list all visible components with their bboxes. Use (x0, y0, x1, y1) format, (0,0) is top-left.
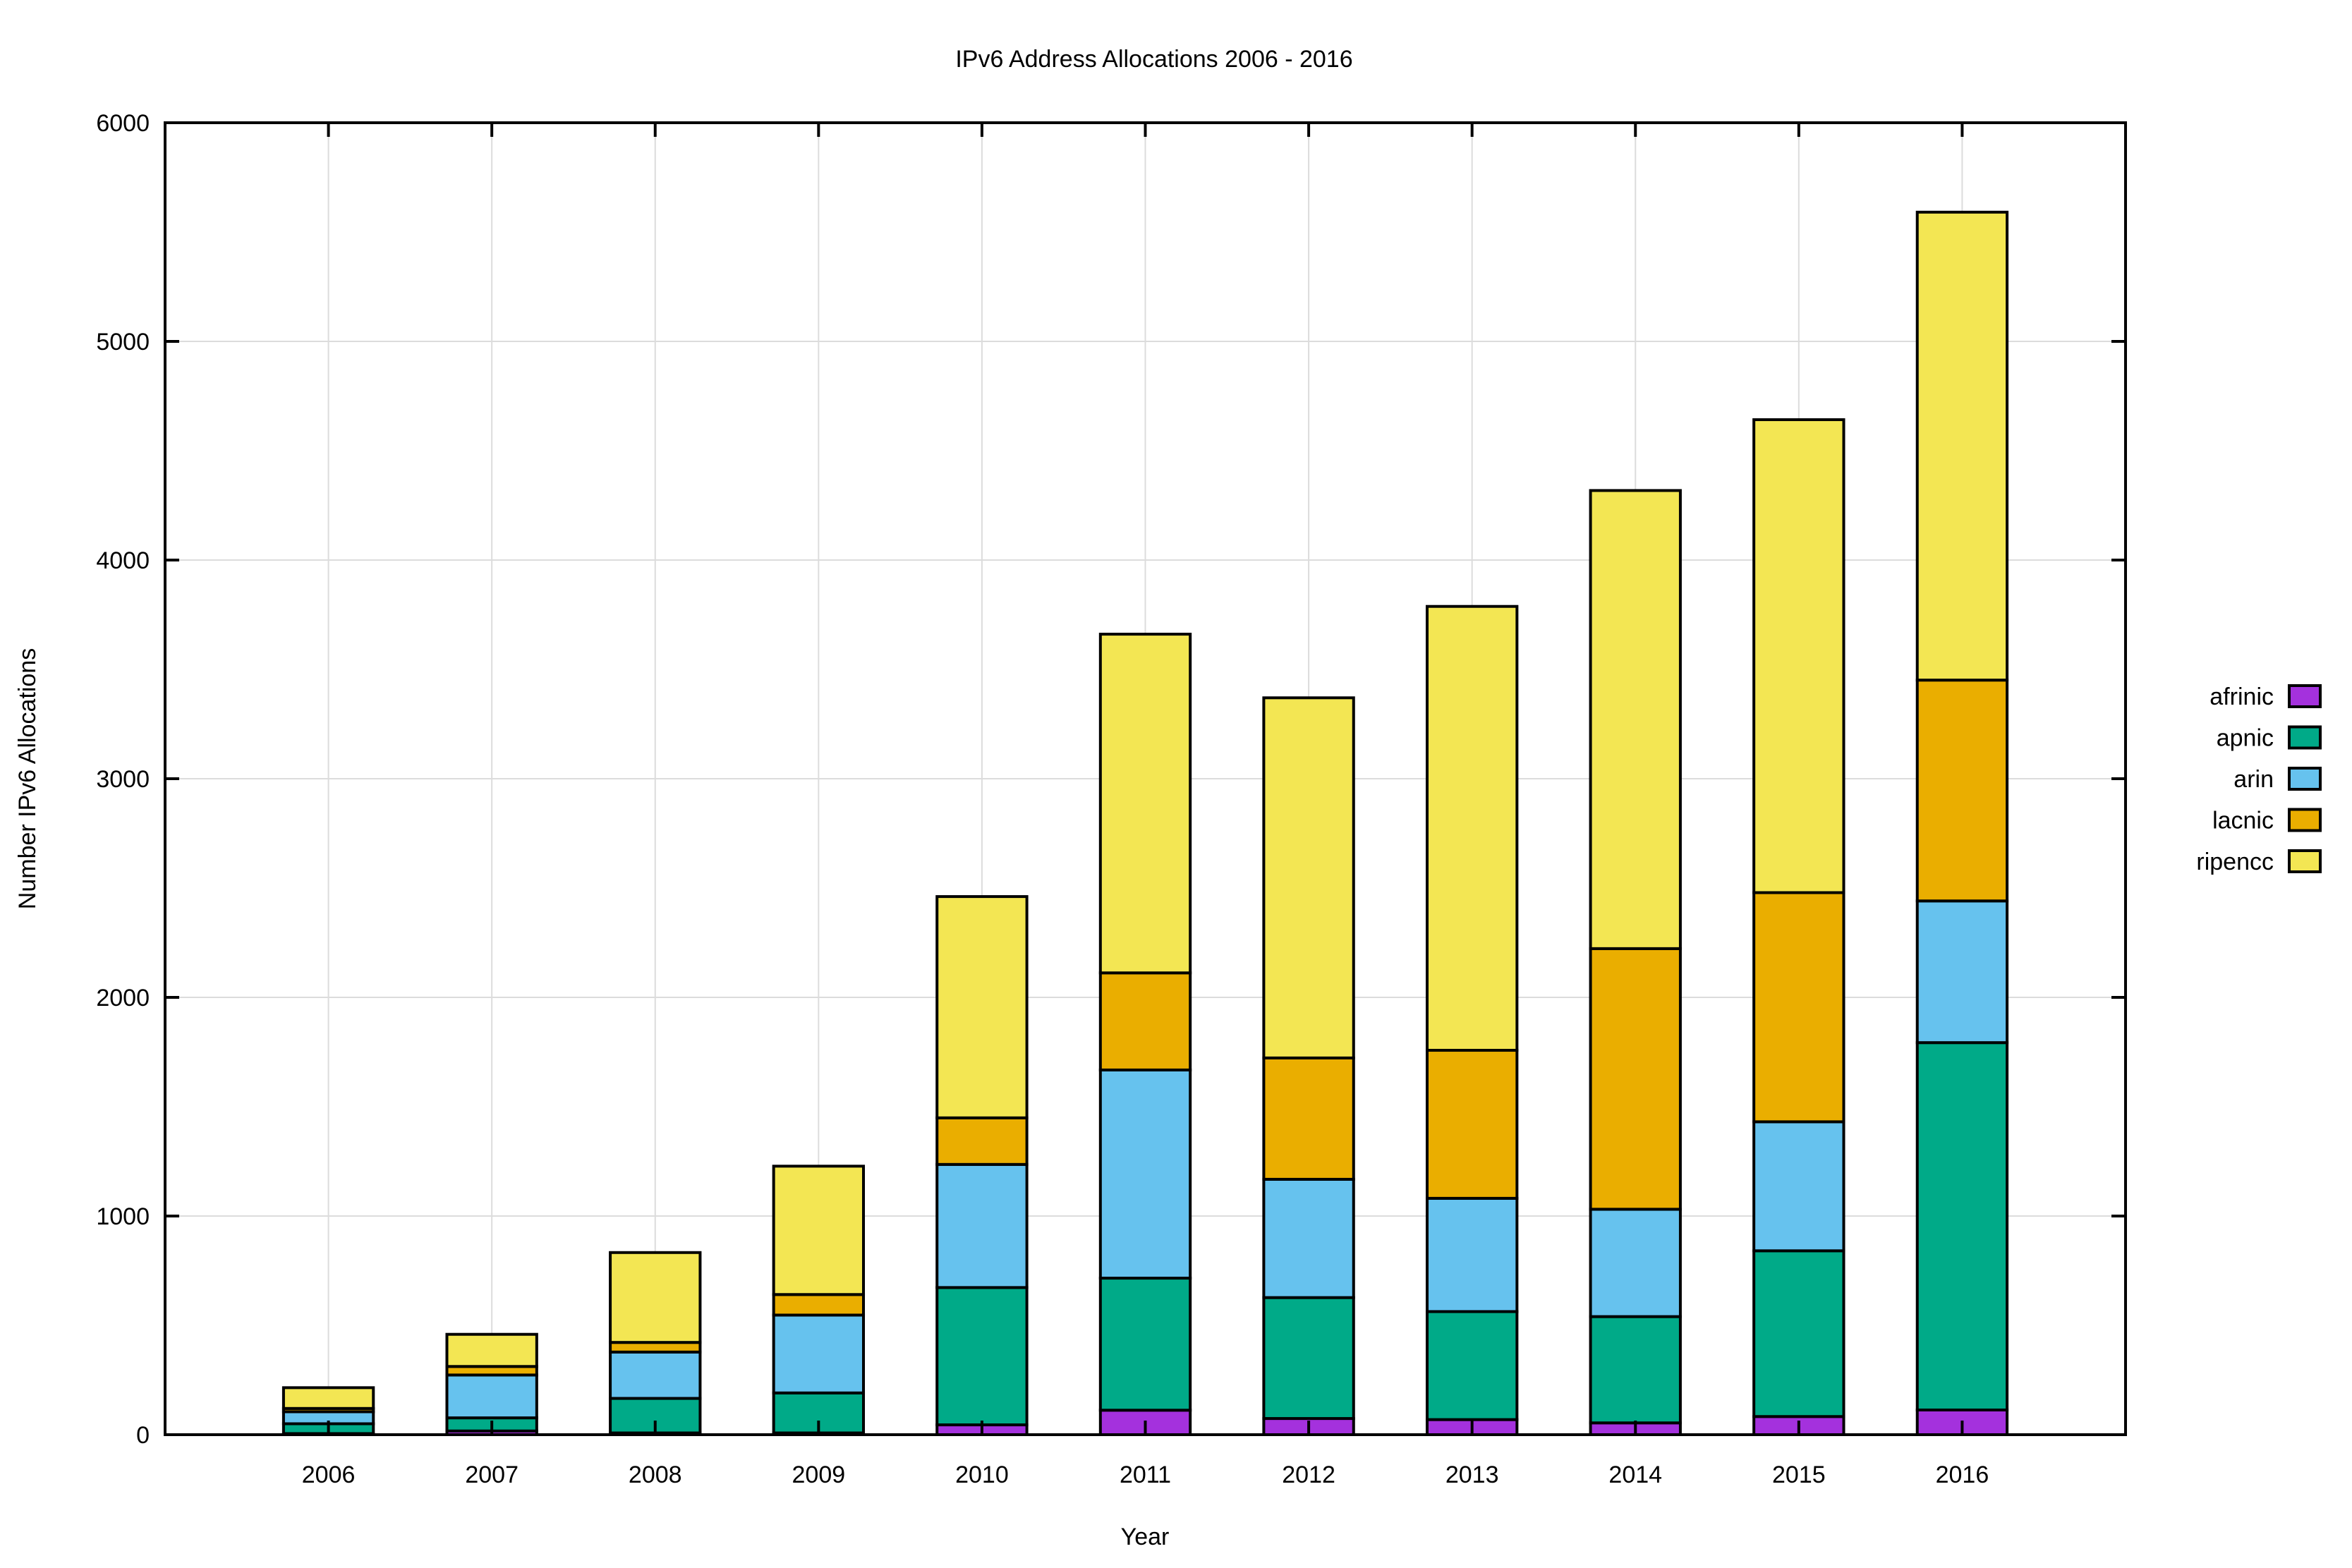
bar-segment-lacnic-2014 (1589, 947, 1682, 1211)
legend-swatch (2288, 849, 2322, 873)
x-tick-label: 2008 (629, 1461, 682, 1488)
legend-label: apnic (2217, 725, 2274, 752)
bar-stack-2010 (935, 895, 1029, 1437)
bar-segment-apnic-2013 (1425, 1310, 1519, 1421)
bar-segment-arin-2009 (772, 1313, 866, 1394)
x-tick-label: 2006 (302, 1461, 356, 1488)
chart-title: IPv6 Address Allocations 2006 - 2016 (955, 46, 1352, 73)
y-tick-label: 3000 (96, 766, 150, 793)
y-tick-label: 4000 (96, 547, 150, 574)
bar-segment-arin-2012 (1262, 1177, 1355, 1299)
bar-segment-ripencc-2013 (1425, 604, 1519, 1052)
bar-stack-2013 (1425, 604, 1519, 1436)
y-tick-label: 0 (136, 1422, 150, 1449)
bar-segment-ripencc-2015 (1752, 418, 1845, 894)
legend-swatch (2288, 767, 2322, 791)
bar-segment-ripencc-2011 (1098, 633, 1192, 975)
bar-segment-ripencc-2009 (772, 1165, 866, 1296)
bar-stack-2015 (1752, 418, 1845, 1437)
bar-segment-arin-2008 (609, 1350, 702, 1400)
legend-label: lacnic (2212, 808, 2274, 834)
legend-swatch (2288, 684, 2322, 708)
bar-segment-apnic-2010 (935, 1286, 1029, 1427)
legend-item-afrinic: afrinic (2209, 683, 2322, 710)
bar-segment-ripencc-2006 (281, 1386, 375, 1410)
legend-swatch (2288, 725, 2322, 750)
y-tick-label: 2000 (96, 985, 150, 1011)
bar-segment-arin-2011 (1098, 1068, 1192, 1280)
y-axis-label: Number IPv6 Allocations (14, 648, 41, 909)
bar-stack-2012 (1262, 696, 1355, 1437)
bar-segment-ripencc-2010 (935, 895, 1029, 1119)
y-tick-label: 6000 (96, 110, 150, 137)
y-tick-label: 1000 (96, 1203, 150, 1230)
bar-segment-lacnic-2010 (935, 1116, 1029, 1166)
bar-segment-ripencc-2012 (1262, 696, 1355, 1059)
bar-segment-lacnic-2009 (772, 1293, 866, 1317)
legend-item-ripencc: ripencc (2196, 849, 2322, 875)
x-tick-label: 2014 (1608, 1461, 1662, 1488)
bar-segment-apnic-2011 (1098, 1277, 1192, 1412)
bar-stack-2008 (609, 1251, 702, 1437)
bar-segment-lacnic-2011 (1098, 971, 1192, 1071)
x-tick-label: 2015 (1772, 1461, 1826, 1488)
bar-segment-apnic-2012 (1262, 1296, 1355, 1421)
bar-stack-2014 (1589, 489, 1682, 1437)
legend-item-apnic: apnic (2217, 725, 2322, 752)
bar-segment-lacnic-2008 (609, 1341, 702, 1354)
bar-segment-lacnic-2015 (1752, 891, 1845, 1124)
bar-stack-2011 (1098, 633, 1192, 1437)
legend-label: afrinic (2209, 683, 2274, 710)
bar-segment-arin-2015 (1752, 1120, 1845, 1253)
x-tick-label: 2009 (792, 1461, 846, 1488)
bar-segment-ripencc-2016 (1915, 210, 2009, 682)
bar-segment-ripencc-2014 (1589, 489, 1682, 950)
x-axis-label: Year (1121, 1524, 1170, 1550)
bar-segment-lacnic-2012 (1262, 1056, 1355, 1181)
bar-segment-arin-2013 (1425, 1196, 1519, 1313)
bars (281, 210, 2009, 1437)
bar-segment-arin-2010 (935, 1162, 1029, 1289)
legend-label: ripencc (2196, 849, 2274, 875)
legend-label: arin (2233, 766, 2274, 793)
bar-segment-lacnic-2013 (1425, 1049, 1519, 1200)
legend-swatch (2288, 808, 2322, 832)
bar-segment-arin-2016 (1915, 899, 2009, 1045)
x-tick-label: 2011 (1120, 1461, 1171, 1488)
x-tick-label: 2012 (1282, 1461, 1335, 1488)
bar-segment-ripencc-2007 (445, 1332, 538, 1368)
bar-stack-2007 (445, 1332, 538, 1436)
bar-segment-lacnic-2016 (1915, 679, 2009, 903)
x-tick-label: 2010 (955, 1461, 1009, 1488)
legend-item-arin: arin (2233, 766, 2322, 793)
bar-segment-apnic-2016 (1915, 1041, 2009, 1411)
bar-segment-ripencc-2008 (609, 1251, 702, 1344)
legend-item-lacnic: lacnic (2212, 808, 2322, 834)
x-tick-label: 2013 (1445, 1461, 1499, 1488)
bar-stack-2016 (1915, 210, 2009, 1436)
bar-stack-2009 (772, 1165, 866, 1437)
y-tick-label: 5000 (96, 329, 150, 355)
bar-segment-arin-2007 (445, 1373, 538, 1420)
y-tick-labels: 0 1000 2000 3000 4000 5000 6000 (96, 110, 150, 1449)
bar-segment-arin-2014 (1589, 1208, 1682, 1318)
x-tick-label: 2007 (465, 1461, 519, 1488)
bar-segment-apnic-2015 (1752, 1249, 1845, 1418)
x-tick-labels: 2006 2007 2008 2009 2010 2011 2012 2013 2014 2015… (302, 1461, 1989, 1488)
legend: afrinic apnic arin lacnic ripencc (2196, 683, 2322, 875)
x-tick-label: 2016 (1936, 1461, 1989, 1488)
axis-ticks (165, 123, 2126, 1435)
bar-segment-apnic-2014 (1589, 1315, 1682, 1425)
